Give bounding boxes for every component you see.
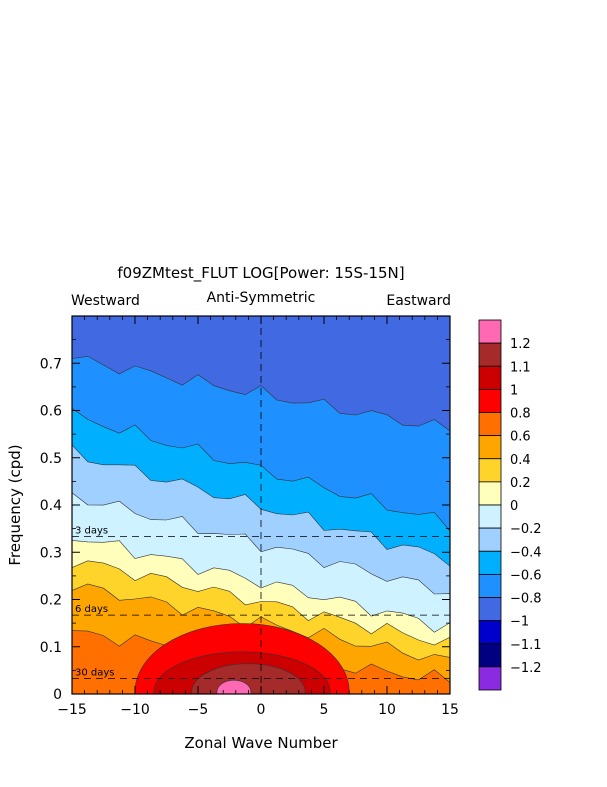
colorbar-label: 1.1 (510, 360, 531, 375)
colorbar-swatch (478, 550, 502, 575)
period-label: 6 days (75, 604, 108, 615)
y-axis-label: Frequency (cpd) (6, 444, 24, 565)
y-tick-label: 0.2 (40, 593, 62, 609)
colorbar-swatch (478, 527, 502, 552)
plot-area (72, 316, 450, 694)
colorbar-label: −0.4 (510, 545, 542, 560)
colorbar-label: −0.6 (510, 568, 542, 583)
period-labels: 3 days 6 days 30 days (75, 526, 115, 679)
colorbar-swatch (478, 435, 502, 460)
colorbar-swatch (478, 458, 502, 483)
colorbar-label: −0.8 (510, 592, 542, 607)
eastward-label: Eastward (386, 293, 451, 309)
colorbar-swatch (478, 412, 502, 437)
colorbar-label: 0.2 (510, 476, 531, 491)
x-axis-label: Zonal Wave Number (184, 734, 338, 752)
colorbar-swatch (478, 504, 502, 529)
y-tick-label: 0 (53, 687, 62, 703)
colorbar-swatch (478, 620, 502, 645)
colorbar-label: −0.2 (510, 522, 542, 537)
colorbar-label: 1 (510, 383, 518, 398)
colorbar-label: −1.1 (510, 638, 542, 653)
colorbar-swatch (478, 365, 502, 390)
period-label: 30 days (75, 667, 115, 678)
x-tick-label: 10 (378, 702, 396, 718)
x-tick-label: 0 (257, 702, 266, 718)
x-ticks: −15 −10 −5 0 5 10 15 (57, 316, 459, 718)
period-lines (72, 536, 450, 679)
colorbar-swatch (478, 319, 502, 344)
y-tick-label: 0.7 (40, 356, 62, 372)
peak-regions (134, 623, 350, 694)
colorbar-swatch (478, 643, 502, 668)
colorbar-label: 1.2 (510, 337, 531, 352)
colorbar: 1.2 1.1 1 0.8 0.6 0.4 0.2 0 −0.2 −0.4 −0.6 −0.8 −1 −1… (478, 319, 542, 691)
colorbar-label: 0.8 (510, 407, 531, 422)
westward-label: Westward (71, 293, 140, 309)
period-label: 3 days (75, 526, 108, 537)
y-ticks: 0 0.1 0.2 0.3 0.4 0.5 0.6 0.7 (40, 339, 450, 703)
colorbar-swatch (478, 573, 502, 598)
colorbar-swatch (478, 597, 502, 622)
x-tick-label: −5 (188, 702, 209, 718)
chart-title: f09ZMtest_FLUT LOG[Power: 15S-15N] (117, 264, 404, 283)
x-tick-label: 15 (441, 702, 459, 718)
colorbar-swatch (478, 481, 502, 506)
y-tick-label: 0.3 (40, 545, 62, 561)
colorbar-label: 0 (510, 499, 518, 514)
y-tick-label: 0.6 (40, 404, 62, 420)
colorbar-label: −1 (510, 615, 529, 630)
y-tick-label: 0.1 (40, 640, 62, 656)
colorbar-swatch (478, 342, 502, 367)
x-tick-label: −15 (57, 702, 87, 718)
x-tick-label: −10 (120, 702, 150, 718)
y-tick-label: 0.5 (40, 451, 62, 467)
colorbar-swatch (478, 666, 502, 691)
peak-region (216, 679, 252, 694)
chart-subtitle: Anti-Symmetric (207, 290, 316, 306)
colorbar-swatch (478, 388, 502, 413)
colorbar-label: 0.4 (510, 453, 531, 468)
y-tick-label: 0.4 (40, 498, 62, 514)
colorbar-label: −1.2 (510, 661, 542, 676)
x-tick-label: 5 (320, 702, 329, 718)
colorbar-label: 0.6 (510, 430, 531, 445)
